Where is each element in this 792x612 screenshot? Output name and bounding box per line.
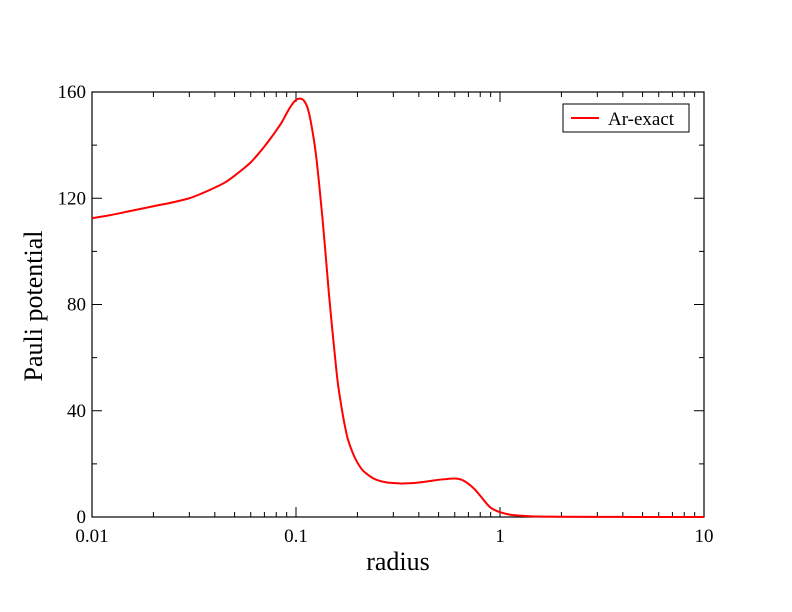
x-tick-label: 10 <box>695 526 714 547</box>
plot-frame <box>91 91 705 518</box>
x-tick-label: 0.1 <box>284 526 308 547</box>
y-tick-label: 0 <box>77 507 87 528</box>
x-tick-label: 0.01 <box>75 526 108 547</box>
y-tick-label: 40 <box>67 401 86 422</box>
y-tick-label: 160 <box>58 82 87 103</box>
legend: Ar-exact <box>562 103 690 133</box>
y-tick-label: 120 <box>58 188 87 209</box>
tick-marks <box>91 91 705 518</box>
legend-label-ar-exact: Ar-exact <box>608 109 675 130</box>
x-axis-title: radius <box>366 547 430 576</box>
series-line-ar-exact <box>91 97 705 518</box>
y-tick-label: 80 <box>67 295 86 316</box>
y-axis-title: Pauli potential <box>19 231 48 382</box>
x-tick-label: 1 <box>495 526 505 547</box>
tick-labels: 0.01 0.1 1 10 0 40 80 120 160 <box>58 82 714 547</box>
